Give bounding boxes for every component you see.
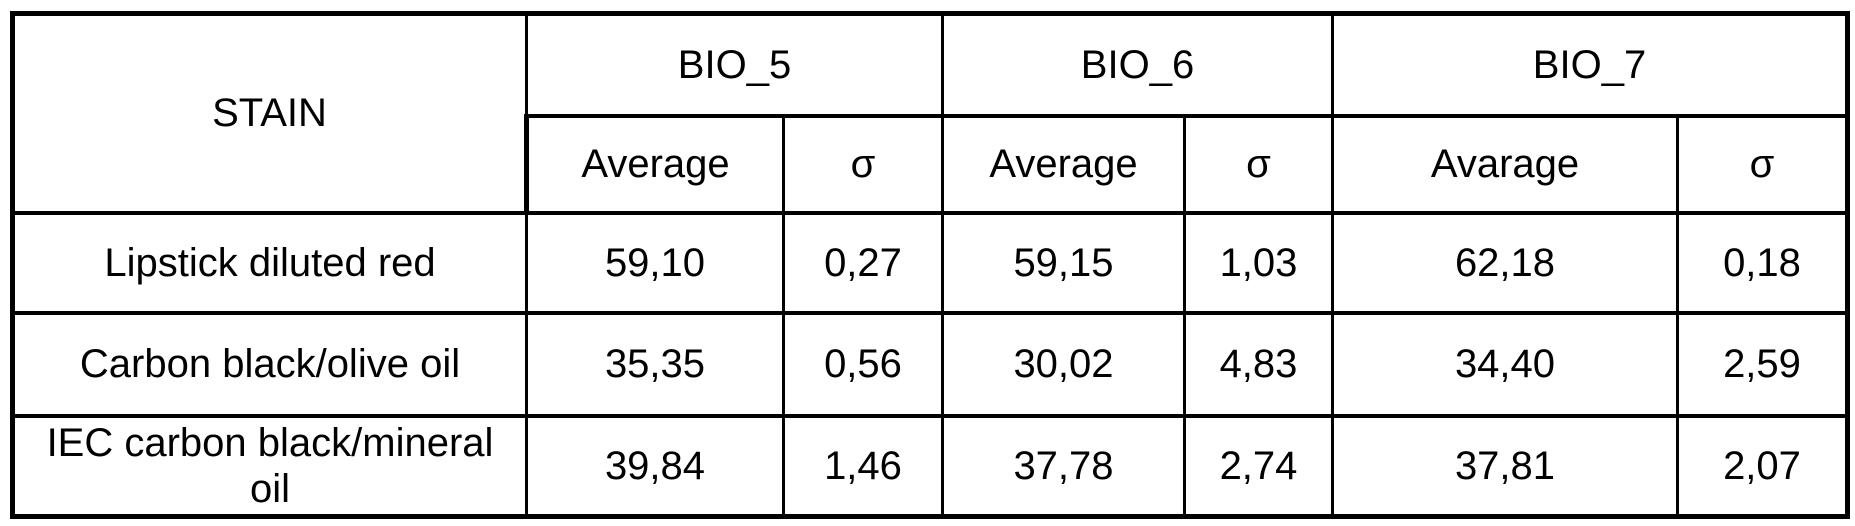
value-cell: 1,46 [782,413,944,519]
value-cell: 39,84 [525,413,785,519]
header-row-groups: STAIN BIO_5 BIO_6 BIO_7 [10,11,1850,215]
subheader-average-bio-7: Avarage [1331,113,1679,215]
value-cell: 35,35 [525,310,785,418]
stain-label: Carbon black/olive oil [79,342,461,386]
results-table: STAIN BIO_5 BIO_6 BIO_7 Average σ Averag… [10,11,1850,519]
value-cell: 2,59 [1676,310,1850,418]
group-header-bio-6: BIO_6 [941,11,1334,118]
group-header-bio-7: BIO_7 [1331,11,1850,118]
value-cell: 0,56 [782,310,944,418]
subheader-average-bio-5: Average [524,113,785,215]
group-header-bio-5: BIO_5 [525,11,944,118]
subheader-sigma-bio-7: σ [1676,113,1850,215]
value-cell: 59,10 [525,210,785,315]
value-cell: 2,74 [1183,413,1334,519]
stain-cell: IEC carbon black/mineral oil [10,413,528,519]
stain-label: Lipstick diluted red [104,240,436,285]
stain-column-header: STAIN [10,11,528,215]
value-cell: 59,15 [941,210,1186,315]
value-cell: 4,83 [1183,310,1334,418]
table-row: IEC carbon black/mineral oil 39,84 1,46 … [10,413,1850,519]
value-cell: 30,02 [941,310,1186,418]
value-cell: 62,18 [1331,210,1679,315]
value-cell: 37,81 [1331,413,1679,519]
table-row: Carbon black/olive oil 35,35 0,56 30,02 … [10,310,1850,418]
value-cell: 37,78 [941,413,1186,519]
value-cell: 0,18 [1676,210,1850,315]
header-row-statistics: Average σ Average σ Avarage σ [13,113,1850,215]
stain-cell: Lipstick diluted red [10,210,528,315]
subheader-sigma-bio-6: σ [1183,113,1334,215]
value-cell: 34,40 [1331,310,1679,418]
value-cell: 0,27 [782,210,944,315]
stain-label: IEC carbon black/mineral oil [46,420,494,511]
subheader-sigma-bio-5: σ [782,113,944,215]
value-cell: 2,07 [1676,413,1850,519]
stain-cell: Carbon black/olive oil [10,310,528,418]
value-cell: 1,03 [1183,210,1334,315]
table-row: Lipstick diluted red 59,10 0,27 59,15 1,… [10,210,1850,315]
subheader-average-bio-6: Average [941,113,1186,215]
